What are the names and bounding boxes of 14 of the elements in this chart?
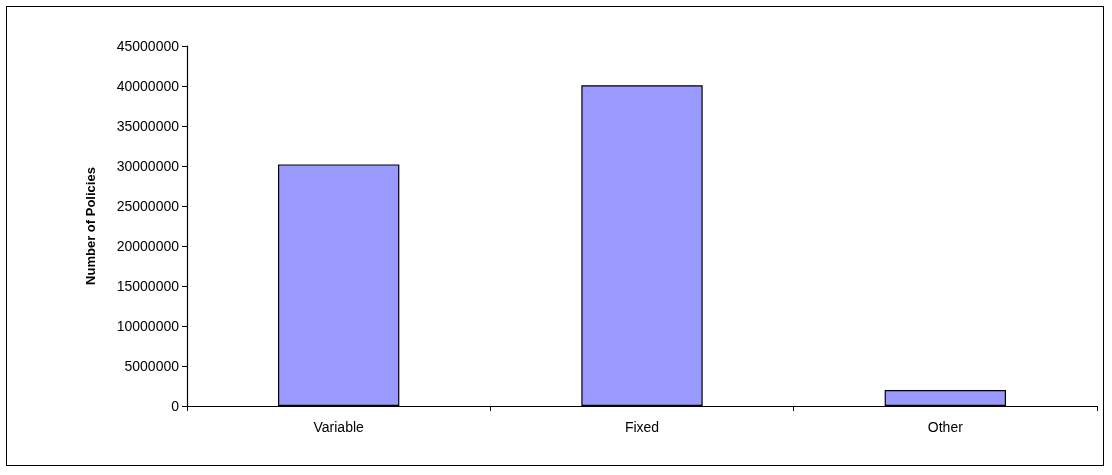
y-tick-label: 25000000 <box>116 198 180 214</box>
y-tick-label: 0 <box>171 398 180 414</box>
y-tick-label: 15000000 <box>116 278 180 294</box>
y-tick-label: 20000000 <box>116 238 180 254</box>
x-tick-label: Fixed <box>624 419 660 435</box>
y-tick-label: 10000000 <box>116 318 180 334</box>
y-tick-label: 5000000 <box>124 358 180 374</box>
y-tick-label: 35000000 <box>116 118 180 134</box>
y-axis-title: Number of Policies <box>83 167 98 285</box>
y-tick-label: 40000000 <box>116 78 180 94</box>
x-tick-label: Other <box>927 419 964 435</box>
y-tick-label: 45000000 <box>116 38 180 54</box>
y-tick-label: 30000000 <box>116 158 180 174</box>
x-tick-label: Variable <box>313 419 365 435</box>
